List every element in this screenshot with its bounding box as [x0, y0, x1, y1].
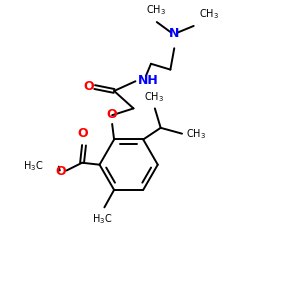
Text: O: O	[78, 128, 88, 140]
Text: O: O	[55, 165, 66, 178]
Text: CH$_3$: CH$_3$	[144, 90, 164, 104]
Text: N: N	[169, 28, 179, 40]
Text: H$_3$C: H$_3$C	[92, 212, 112, 226]
Text: CH$_3$: CH$_3$	[186, 127, 206, 141]
Text: CH$_3$: CH$_3$	[146, 3, 166, 17]
Text: O: O	[83, 80, 94, 93]
Text: NH: NH	[137, 74, 158, 87]
Text: CH$_3$: CH$_3$	[199, 7, 218, 21]
Text: O: O	[107, 108, 118, 121]
Text: H$_3$C: H$_3$C	[23, 159, 43, 172]
